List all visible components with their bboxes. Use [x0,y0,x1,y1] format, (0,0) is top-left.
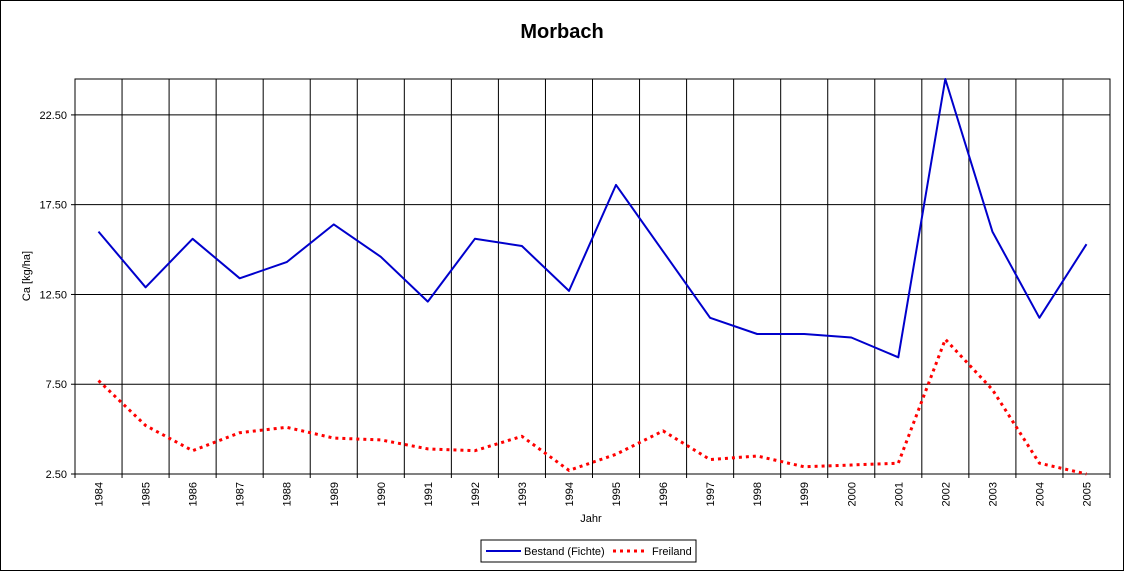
data-point [568,469,570,471]
data-point [568,290,570,292]
y-axis-label: Ca [kg/ha] [21,251,33,301]
series-group [97,78,1088,476]
data-point [756,455,758,457]
data-point [98,231,100,233]
data-point [380,439,382,441]
data-point [803,333,805,335]
data-point [474,238,476,240]
data-point [1038,317,1040,319]
x-tick-label: 1999 [799,482,811,506]
data-point [803,466,805,468]
data-point [145,425,147,427]
x-tick-label: 1996 [658,482,670,506]
x-tick-label: 1985 [141,482,153,506]
data-point [991,389,993,391]
data-point [897,356,899,358]
data-point [333,223,335,225]
x-axis-label: Jahr [580,513,602,525]
data-point [286,261,288,263]
data-point [333,437,335,439]
data-point [98,380,100,382]
x-tick-label: 1995 [611,482,623,506]
data-point [239,432,241,434]
x-tick-label: 2005 [1081,482,1093,506]
data-point [427,301,429,303]
data-point [1038,462,1040,464]
legend-label-freiland: Freiland [652,546,692,558]
data-point [427,448,429,450]
data-point [944,78,946,80]
data-point [1085,473,1087,475]
data-point [991,231,993,233]
data-point [474,450,476,452]
data-point [145,286,147,288]
y-tick-label: 22.50 [39,110,67,122]
x-tick-label: 1990 [376,482,388,506]
data-point [850,464,852,466]
data-point [850,337,852,339]
data-point [239,277,241,279]
x-tick-label: 1986 [188,482,200,506]
y-tick-label: 12.50 [39,289,67,301]
x-tick-label: 2002 [940,482,952,506]
legend-box [480,539,697,563]
data-point [615,184,617,186]
data-point [662,430,664,432]
x-tick-label: 2000 [846,482,858,506]
data-point [662,250,664,252]
x-tick-label: 1994 [564,482,576,506]
x-tick-label: 1984 [94,482,106,506]
x-tick-label: 1993 [517,482,529,506]
x-tick-label: 1987 [235,482,247,506]
data-point [709,317,711,319]
data-point [192,238,194,240]
x-tick-label: 2004 [1034,482,1046,506]
data-point [944,338,946,340]
legend: Bestand (Fichte) Freiland [480,539,697,563]
y-tick-label: 17.50 [39,200,67,212]
data-point [521,435,523,437]
data-point [192,450,194,452]
data-point [615,453,617,455]
data-point [286,426,288,428]
y-axis-ticks: 2.50 7.50 12.50 17.50 22.50 [39,110,75,481]
data-point [709,459,711,461]
x-tick-label: 2001 [893,482,905,506]
x-tick-label: 1997 [705,482,717,506]
y-tick-label: 7.50 [46,379,67,391]
data-point [380,256,382,258]
x-tick-label: 1992 [470,482,482,506]
legend-label-bestand: Bestand (Fichte) [524,546,605,558]
data-point [521,245,523,247]
data-point [1085,243,1087,245]
x-tick-label: 1991 [423,482,435,506]
chart-title: Morbach [520,21,603,43]
x-tick-label: 2003 [987,482,999,506]
y-tick-label: 2.50 [46,469,67,481]
series-line-bestand [97,78,1088,359]
x-axis-ticks: 1984 1985 1986 1987 1988 1989 1990 1991 1992 1993… [74,474,1111,506]
data-point [756,333,758,335]
x-tick-label: 1989 [329,482,341,506]
x-tick-label: 1988 [282,482,294,506]
x-tick-label: 1998 [752,482,764,506]
data-point [897,462,899,464]
